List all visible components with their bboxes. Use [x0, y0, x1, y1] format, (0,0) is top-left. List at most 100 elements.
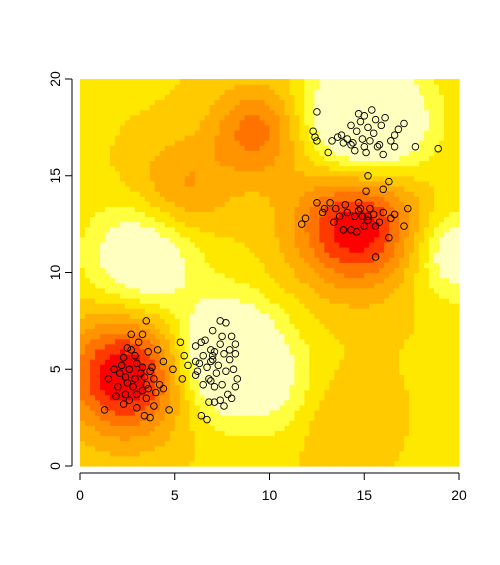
heatmap-cell	[204, 206, 211, 212]
heatmap-cell	[324, 84, 330, 90]
heatmap-cell	[99, 430, 106, 437]
heatmap-cell	[264, 252, 271, 258]
heatmap-cell	[369, 129, 375, 136]
heatmap-cell	[134, 247, 141, 253]
heatmap-cell	[389, 338, 395, 345]
heatmap-cell	[219, 191, 226, 197]
heatmap-cell	[99, 160, 106, 167]
heatmap-cell	[244, 272, 251, 279]
heatmap-cell	[80, 328, 86, 335]
heatmap-cell	[84, 374, 91, 381]
heatmap-cell	[374, 287, 380, 294]
heatmap-cell	[114, 84, 121, 90]
heatmap-cell	[304, 364, 310, 370]
heatmap-cell	[244, 394, 251, 401]
heatmap-cell	[169, 104, 176, 111]
heatmap-cell	[114, 435, 121, 442]
heatmap-cell	[359, 145, 365, 151]
heatmap-cell	[204, 94, 211, 100]
heatmap-cell	[289, 313, 296, 319]
heatmap-cell	[374, 272, 380, 279]
heatmap-cell	[249, 119, 256, 126]
heatmap-cell	[119, 155, 126, 162]
heatmap-cell	[374, 155, 380, 162]
heatmap-cell	[269, 435, 276, 442]
heatmap-cell	[359, 236, 365, 243]
heatmap-cell	[259, 247, 266, 253]
heatmap-cell	[229, 104, 236, 111]
heatmap-cell	[379, 262, 385, 269]
heatmap-cell	[344, 109, 350, 116]
heatmap-cell	[339, 297, 345, 304]
heatmap-cell	[299, 114, 306, 121]
heatmap-cell	[239, 201, 246, 207]
heatmap-cell	[99, 323, 106, 330]
heatmap-cell	[124, 440, 131, 447]
heatmap-cell	[114, 145, 121, 151]
heatmap-cell	[349, 450, 355, 457]
heatmap-cell	[149, 201, 156, 207]
heatmap-cell	[99, 94, 106, 100]
heatmap-cell	[354, 236, 360, 243]
heatmap-cell	[164, 257, 171, 263]
heatmap-cell	[84, 440, 91, 447]
heatmap-cell	[229, 445, 236, 452]
heatmap-cell	[374, 114, 380, 121]
heatmap-cell	[264, 140, 271, 146]
heatmap-cell	[94, 94, 101, 100]
heatmap-cell	[309, 145, 315, 151]
heatmap-cell	[89, 338, 96, 345]
heatmap-cell	[399, 374, 405, 381]
heatmap-cell	[219, 201, 226, 207]
heatmap-cell	[394, 165, 400, 172]
heatmap-cell	[314, 292, 320, 299]
heatmap-cell	[199, 303, 206, 309]
heatmap-cell	[334, 124, 340, 131]
heatmap-cell	[194, 231, 201, 238]
heatmap-cell	[209, 241, 216, 248]
heatmap-cell	[114, 303, 121, 309]
heatmap-cell	[319, 425, 325, 431]
heatmap-cell	[139, 460, 146, 467]
heatmap-cell	[194, 109, 201, 116]
heatmap-cell	[374, 94, 380, 100]
heatmap-cell	[139, 241, 146, 248]
heatmap-cell	[189, 247, 196, 253]
heatmap-cell	[369, 430, 375, 437]
heatmap-cell	[344, 196, 350, 202]
heatmap-cell	[344, 104, 350, 111]
heatmap-cell	[289, 185, 296, 192]
heatmap-cell	[334, 415, 340, 421]
heatmap-cell	[384, 109, 390, 116]
heatmap-cell	[99, 170, 106, 177]
heatmap-cell	[214, 119, 221, 126]
heatmap-cell	[89, 257, 96, 263]
heatmap-cell	[364, 165, 370, 172]
heatmap-cell	[214, 150, 221, 156]
heatmap-cell	[179, 165, 186, 172]
heatmap-cell	[264, 394, 271, 401]
heatmap-cell	[364, 389, 370, 396]
heatmap-cell	[84, 191, 91, 197]
heatmap-cell	[209, 277, 216, 284]
heatmap-cell	[369, 124, 375, 131]
heatmap-cell	[304, 425, 310, 431]
heatmap-cell	[349, 369, 355, 375]
heatmap-cell	[349, 262, 355, 269]
heatmap-cell	[309, 303, 315, 309]
heatmap-cell	[389, 333, 395, 340]
heatmap-cell	[124, 445, 131, 452]
heatmap-cell	[149, 455, 156, 462]
heatmap-cell	[394, 79, 400, 85]
heatmap-cell	[224, 109, 231, 116]
heatmap-cell	[119, 221, 126, 228]
heatmap-cell	[104, 272, 111, 279]
heatmap-cell	[109, 201, 116, 207]
heatmap-cell	[114, 236, 121, 243]
heatmap-cell	[254, 394, 261, 401]
heatmap-cell	[304, 359, 310, 365]
heatmap-cell	[244, 328, 251, 335]
heatmap-cell	[254, 277, 261, 284]
heatmap-cell	[279, 364, 286, 370]
heatmap-cell	[144, 338, 151, 345]
